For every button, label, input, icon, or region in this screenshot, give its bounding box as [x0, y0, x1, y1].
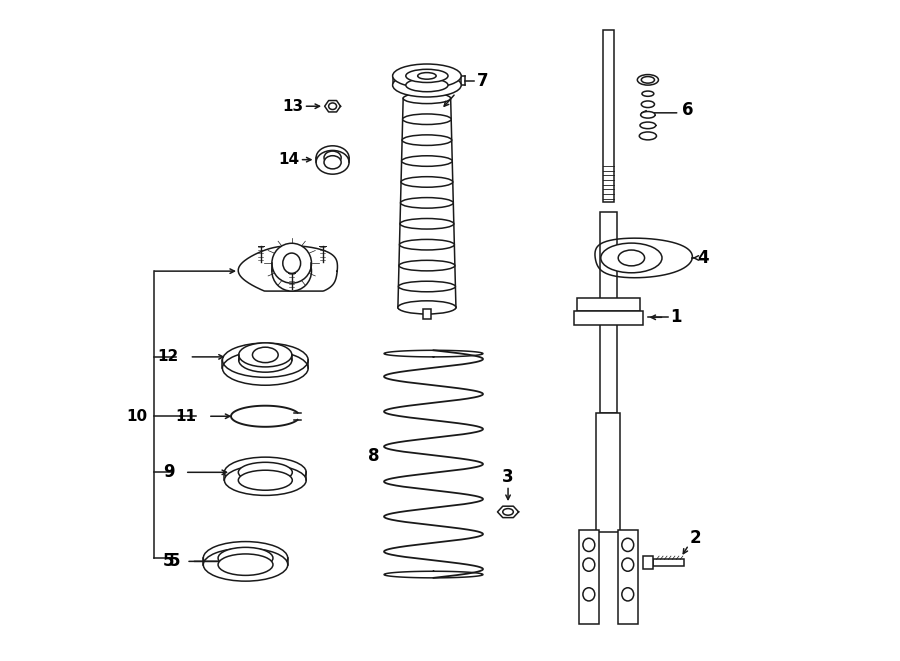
Ellipse shape [418, 73, 436, 79]
Ellipse shape [224, 457, 306, 487]
Ellipse shape [222, 343, 308, 377]
Ellipse shape [503, 508, 513, 515]
Bar [423, 309, 431, 319]
Ellipse shape [406, 69, 448, 83]
Ellipse shape [583, 558, 595, 571]
Ellipse shape [224, 465, 306, 495]
Ellipse shape [324, 156, 341, 169]
Ellipse shape [272, 243, 311, 283]
Bar [603, 30, 614, 202]
Ellipse shape [640, 122, 656, 129]
Bar [599, 212, 616, 413]
Text: 11: 11 [176, 408, 197, 424]
Ellipse shape [402, 114, 451, 124]
Ellipse shape [218, 547, 273, 568]
Text: 1: 1 [670, 308, 682, 327]
Ellipse shape [642, 77, 654, 83]
Text: 14: 14 [278, 152, 299, 167]
Bar [597, 413, 620, 531]
Ellipse shape [583, 588, 595, 601]
Polygon shape [498, 506, 518, 518]
Text: 3: 3 [502, 468, 514, 486]
Ellipse shape [399, 281, 455, 292]
Ellipse shape [642, 91, 653, 97]
Ellipse shape [238, 348, 292, 372]
Ellipse shape [641, 112, 655, 118]
Ellipse shape [398, 301, 456, 314]
Bar [617, 529, 638, 624]
Ellipse shape [400, 239, 454, 250]
Ellipse shape [622, 558, 634, 571]
Text: 13: 13 [283, 98, 303, 114]
Ellipse shape [398, 302, 456, 313]
Text: 12: 12 [157, 350, 178, 364]
Ellipse shape [252, 347, 278, 363]
Text: 6: 6 [681, 100, 693, 118]
Ellipse shape [203, 548, 288, 581]
Text: 10: 10 [127, 408, 148, 424]
Ellipse shape [203, 541, 288, 574]
Ellipse shape [406, 79, 448, 92]
Polygon shape [325, 100, 340, 112]
Ellipse shape [392, 64, 461, 88]
Ellipse shape [583, 538, 595, 551]
Ellipse shape [400, 198, 454, 208]
Ellipse shape [622, 588, 634, 601]
Ellipse shape [272, 251, 311, 291]
Ellipse shape [218, 554, 273, 575]
Bar [577, 298, 640, 311]
Text: 5: 5 [168, 553, 180, 570]
Text: 2: 2 [689, 529, 701, 547]
Ellipse shape [402, 135, 452, 145]
Polygon shape [238, 246, 338, 291]
Ellipse shape [328, 103, 337, 110]
Ellipse shape [618, 250, 644, 266]
Ellipse shape [316, 151, 349, 174]
Text: 5: 5 [163, 553, 175, 570]
Ellipse shape [283, 253, 301, 274]
Ellipse shape [238, 470, 292, 490]
Ellipse shape [637, 75, 659, 85]
Ellipse shape [401, 176, 453, 187]
Text: 9: 9 [163, 463, 175, 481]
Ellipse shape [403, 93, 451, 104]
Ellipse shape [316, 146, 349, 170]
Ellipse shape [399, 260, 454, 271]
Ellipse shape [238, 462, 292, 483]
Ellipse shape [392, 73, 461, 97]
Text: 7: 7 [476, 71, 488, 89]
Ellipse shape [324, 151, 341, 165]
Bar [579, 529, 599, 624]
Ellipse shape [238, 343, 292, 367]
Bar [652, 559, 684, 566]
Bar [644, 556, 652, 569]
Ellipse shape [622, 538, 634, 551]
Ellipse shape [642, 101, 654, 108]
Ellipse shape [601, 243, 662, 273]
Ellipse shape [401, 156, 452, 167]
Ellipse shape [400, 219, 454, 229]
Ellipse shape [639, 132, 656, 140]
Text: 4: 4 [697, 249, 708, 267]
Bar [574, 311, 643, 325]
Text: 8: 8 [368, 447, 380, 465]
Polygon shape [595, 238, 692, 278]
